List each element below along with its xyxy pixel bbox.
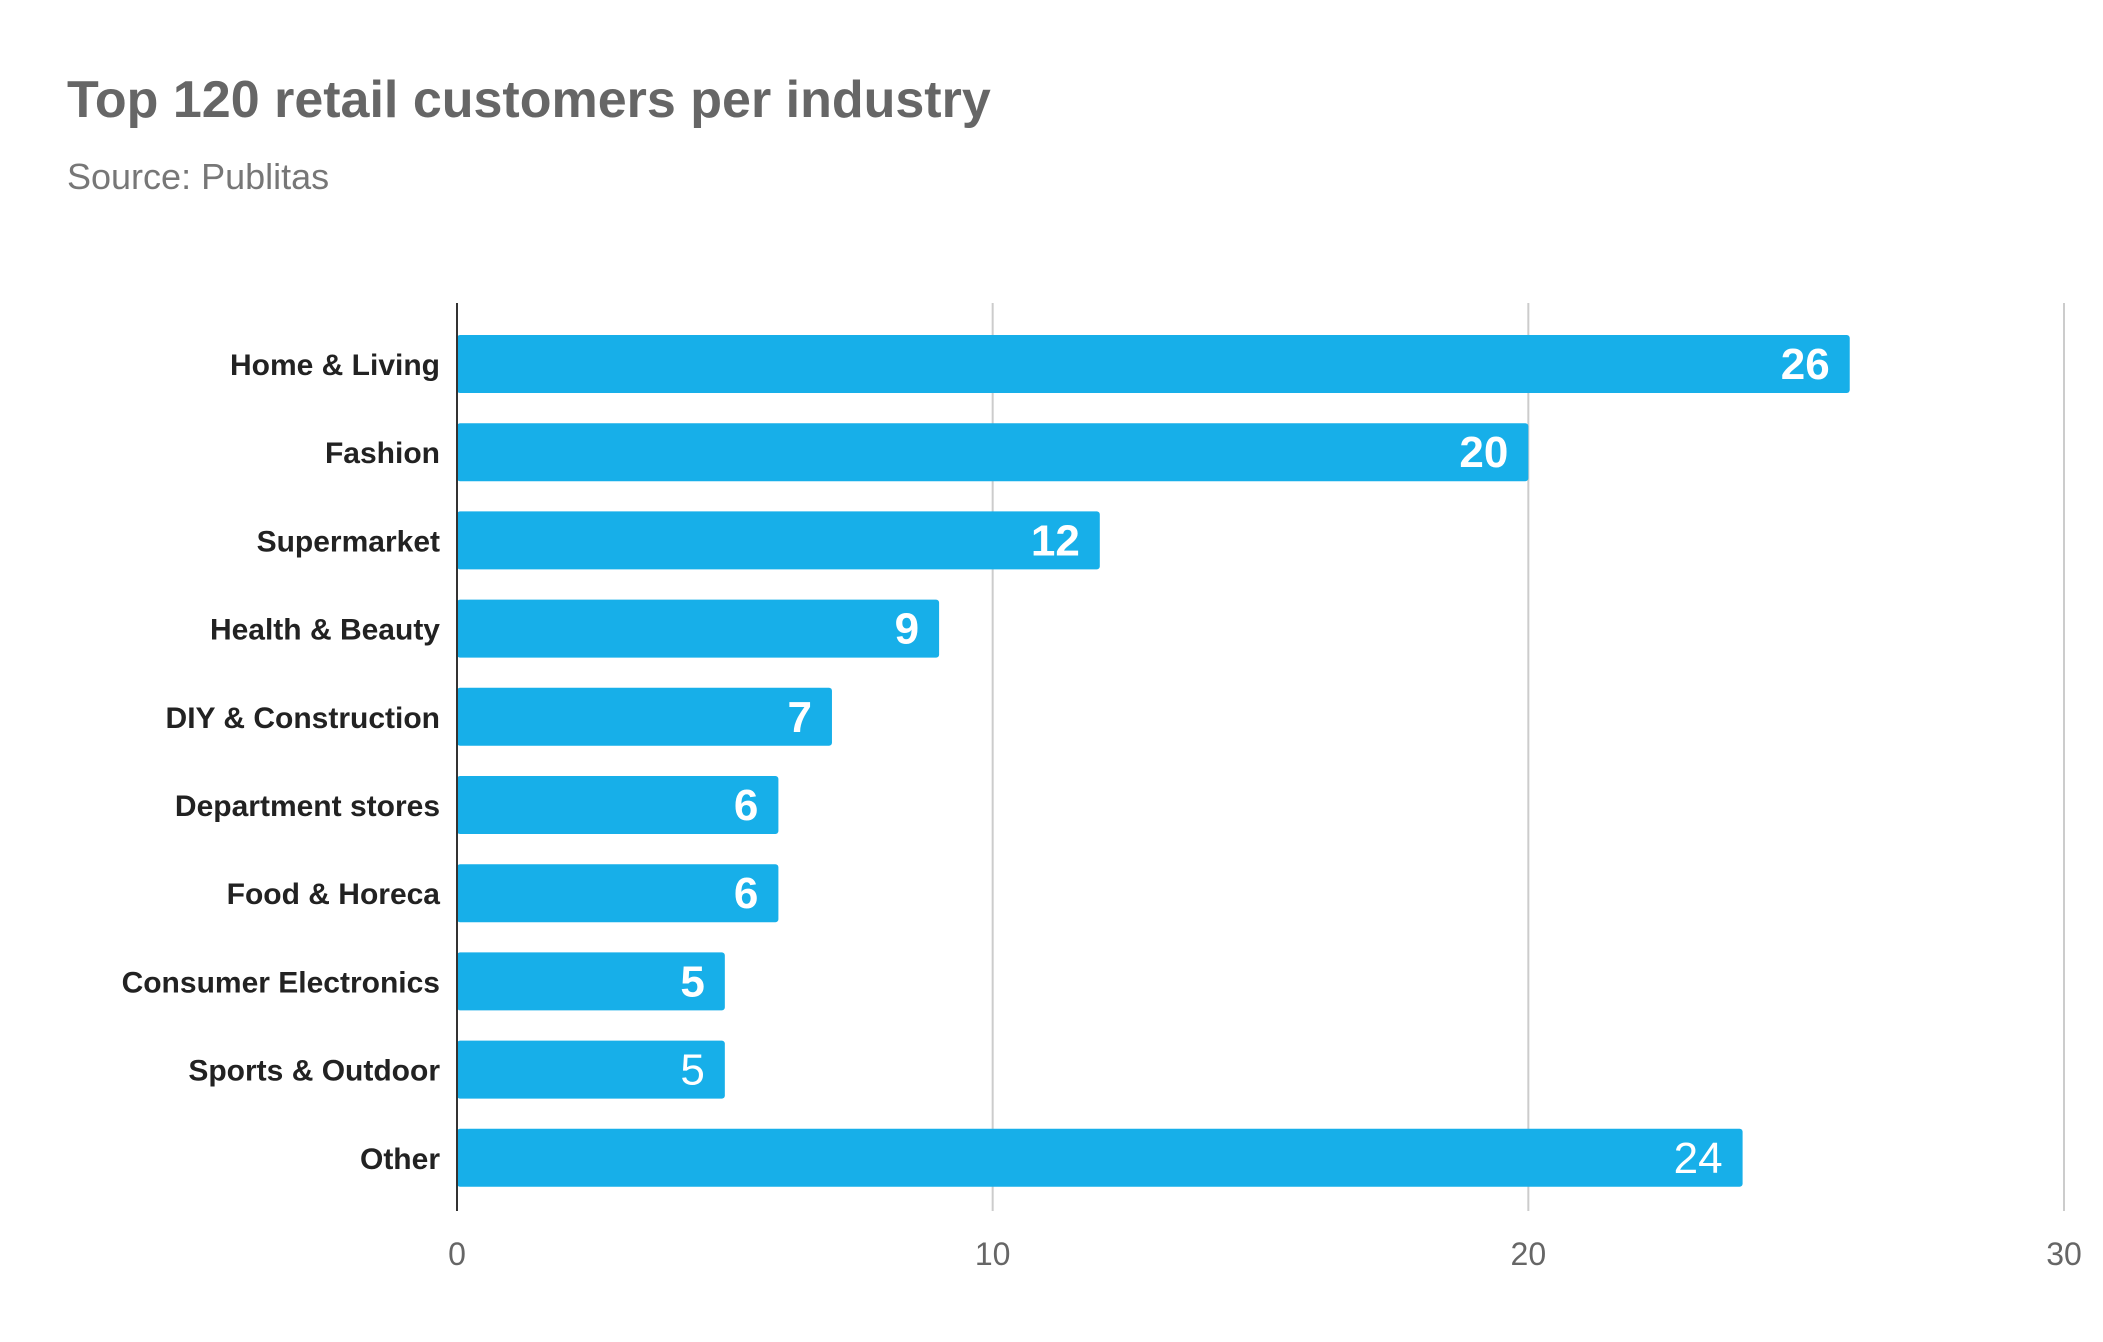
category-label: Supermarket <box>257 525 440 558</box>
bar <box>457 1128 1743 1187</box>
bar <box>457 599 940 658</box>
bar <box>457 1040 725 1099</box>
data-label: 26 <box>1781 340 1830 389</box>
bar <box>457 864 779 923</box>
x-tick-label: 0 <box>448 1236 466 1272</box>
category-label: Consumer Electronics <box>122 966 440 999</box>
data-label: 9 <box>895 605 919 654</box>
bar <box>457 952 725 1011</box>
bar <box>457 335 1850 393</box>
data-label: 6 <box>734 781 758 830</box>
category-label: DIY & Construction <box>166 702 440 735</box>
data-label: 7 <box>787 693 811 742</box>
data-label: 12 <box>1031 516 1080 565</box>
data-label: 5 <box>680 1046 704 1095</box>
category-label: Fashion <box>325 437 440 470</box>
bar <box>457 687 832 746</box>
bar <box>457 423 1529 482</box>
chart-subtitle: Source: Publitas <box>67 156 330 197</box>
data-label: 6 <box>734 869 758 918</box>
x-tick-label: 10 <box>975 1236 1011 1272</box>
data-label: 5 <box>680 957 704 1006</box>
category-label: Other <box>360 1143 440 1176</box>
category-label: Department stores <box>175 790 440 823</box>
category-label: Health & Beauty <box>210 614 440 647</box>
bar <box>457 776 779 834</box>
chart-title: Top 120 retail customers per industry <box>67 71 991 129</box>
category-label: Sports & Outdoor <box>188 1055 440 1088</box>
bar <box>457 511 1100 570</box>
category-label: Home & Living <box>230 349 440 382</box>
data-label: 20 <box>1459 428 1508 477</box>
x-tick-label: 30 <box>2046 1236 2082 1272</box>
data-label: 24 <box>1674 1134 1723 1183</box>
x-tick-label: 20 <box>1511 1236 1547 1272</box>
category-label: Food & Horeca <box>227 878 441 911</box>
